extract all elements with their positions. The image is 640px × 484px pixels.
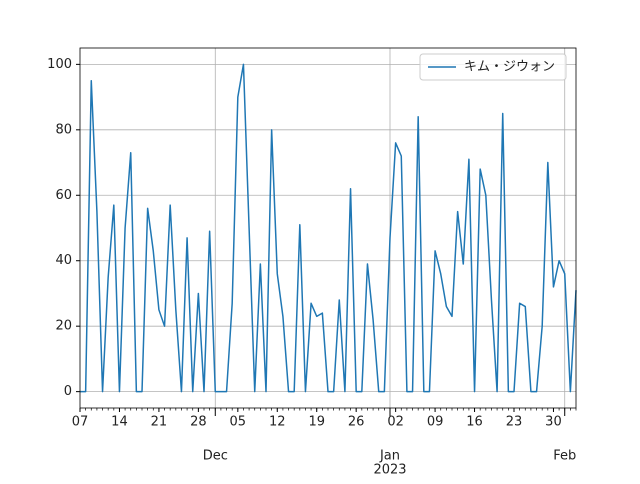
x-tick-label: 23 bbox=[506, 415, 523, 430]
x-major-tick-label: Feb bbox=[553, 449, 576, 464]
x-tick-label: 14 bbox=[111, 415, 128, 430]
line bbox=[80, 63, 577, 393]
x-major-tick-label: Dec bbox=[203, 449, 228, 464]
plot-frame bbox=[79, 47, 577, 409]
x-tick-label: 07 bbox=[72, 415, 89, 430]
y-tick-label: 0 bbox=[64, 384, 72, 399]
x-tick-label: 12 bbox=[269, 415, 286, 430]
x-tick-label: 28 bbox=[190, 415, 207, 430]
y-tick-label: 40 bbox=[55, 253, 72, 268]
x-tick-label: 16 bbox=[466, 415, 483, 430]
x-tick-label: 19 bbox=[308, 415, 325, 430]
y-tick-label: 20 bbox=[55, 319, 72, 334]
x-tick-label: 09 bbox=[427, 415, 444, 430]
legend-box bbox=[419, 53, 567, 81]
x-offset-label: 2023 bbox=[373, 463, 406, 478]
legend-label: キム・ジウォン bbox=[464, 60, 555, 75]
x-tick-label: 21 bbox=[151, 415, 168, 430]
x-tick-label: 30 bbox=[545, 415, 562, 430]
y-tick-label: 100 bbox=[47, 57, 72, 72]
x-major-tick-label: Jan bbox=[379, 449, 400, 464]
x-tick-label: 26 bbox=[348, 415, 365, 430]
x-tick-label: 05 bbox=[230, 415, 247, 430]
x-tick-label: 02 bbox=[387, 415, 404, 430]
y-tick-label: 60 bbox=[55, 188, 72, 203]
y-tick-label: 80 bbox=[55, 122, 72, 137]
